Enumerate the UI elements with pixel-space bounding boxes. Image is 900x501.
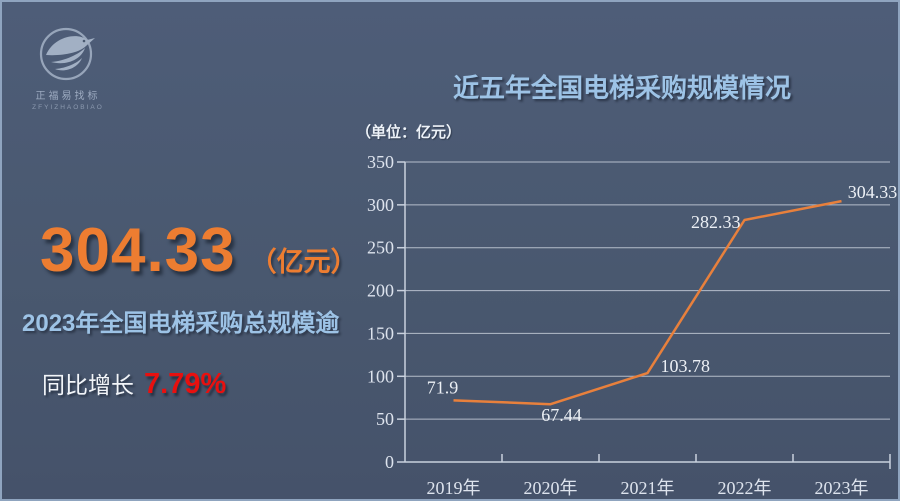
svg-text:300: 300 (367, 195, 394, 215)
line-chart-svg: 0 50 100 150 200 250 300 350 2019年 2020年 2021年 2022… (367, 152, 898, 498)
brand-name-cn: 正福易找标 (35, 91, 101, 102)
svg-text:304.33: 304.33 (848, 182, 898, 202)
svg-text:282.33: 282.33 (691, 212, 741, 232)
highlight-subtitle: 2023年全国电梯采购总规模逾 (22, 310, 340, 337)
chart-unit-note: （单位：亿元） (356, 124, 462, 141)
bird-logo-icon (28, 26, 108, 84)
svg-text:50: 50 (376, 409, 394, 429)
chart-title: 近五年全国电梯采购规模情况 (452, 73, 791, 103)
svg-text:2020年: 2020年 (524, 478, 578, 498)
svg-text:2023年: 2023年 (815, 478, 869, 498)
svg-text:200: 200 (367, 281, 394, 301)
growth-row: 同比增长 7.79% (42, 366, 226, 401)
svg-text:100: 100 (367, 366, 394, 386)
line-chart: 0 50 100 150 200 250 300 350 2019年 2020年 2021年 2022… (342, 147, 898, 499)
svg-text:2022年: 2022年 (718, 478, 772, 498)
svg-text:67.44: 67.44 (541, 405, 582, 425)
svg-text:103.78: 103.78 (661, 356, 711, 376)
svg-text:250: 250 (367, 238, 394, 258)
brand-name-en: ZFYIZHAOBIAO (32, 104, 104, 111)
highlight-value-row: 304.33 （亿元） (40, 220, 358, 282)
svg-text:0: 0 (385, 452, 394, 472)
svg-text:150: 150 (367, 323, 394, 343)
growth-value: 7.79% (144, 368, 227, 400)
brand-logo: 正福易找标 ZFYIZHAOBIAO (28, 26, 108, 111)
growth-label: 同比增长 (42, 372, 134, 398)
svg-text:350: 350 (367, 152, 394, 172)
highlight-value: 304.33 (40, 216, 236, 285)
highlight-value-unit: （亿元） (249, 247, 358, 277)
svg-text:2019年: 2019年 (427, 478, 481, 498)
svg-text:71.9: 71.9 (427, 377, 459, 397)
svg-text:2021年: 2021年 (621, 478, 675, 498)
